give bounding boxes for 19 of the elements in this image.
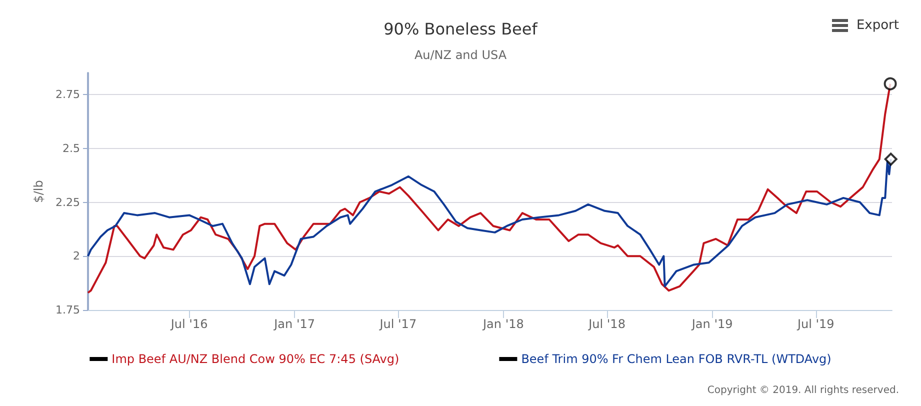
y-tick-label: 2.25: [56, 196, 80, 209]
y-tick-label: 2: [73, 250, 80, 263]
y-tick-label: 2.5: [62, 142, 80, 155]
y-axis-title: $/lb: [32, 180, 46, 203]
x-tick-label: Jul '19: [796, 317, 834, 331]
x-tick-label: Jan '18: [482, 317, 524, 331]
x-tick-label: Jul '16: [170, 317, 208, 331]
chart-title: 90% Boneless Beef: [384, 20, 538, 38]
legend-label: Imp Beef AU/NZ Blend Cow 90% EC 7:45 (SAvg): [112, 352, 400, 366]
legend-label: Beef Trim 90% Fr Chem Lean FOB RVR-TL (WTDAvg): [521, 352, 832, 366]
text: Export: [856, 18, 899, 33]
x-tick-label: Jan '19: [690, 317, 733, 331]
chart-subtitle: Au/NZ and USA: [414, 48, 508, 62]
y-tick-label: 1.75: [56, 304, 80, 316]
x-tick-label: Jul '18: [588, 317, 626, 331]
y-tick-label: 2.75: [56, 88, 80, 102]
x-tick-label: Jul '17: [378, 317, 417, 331]
x-tick-label: Jan '17: [273, 317, 316, 331]
text: Copyright © 2019. All rights reserved.: [707, 385, 899, 396]
